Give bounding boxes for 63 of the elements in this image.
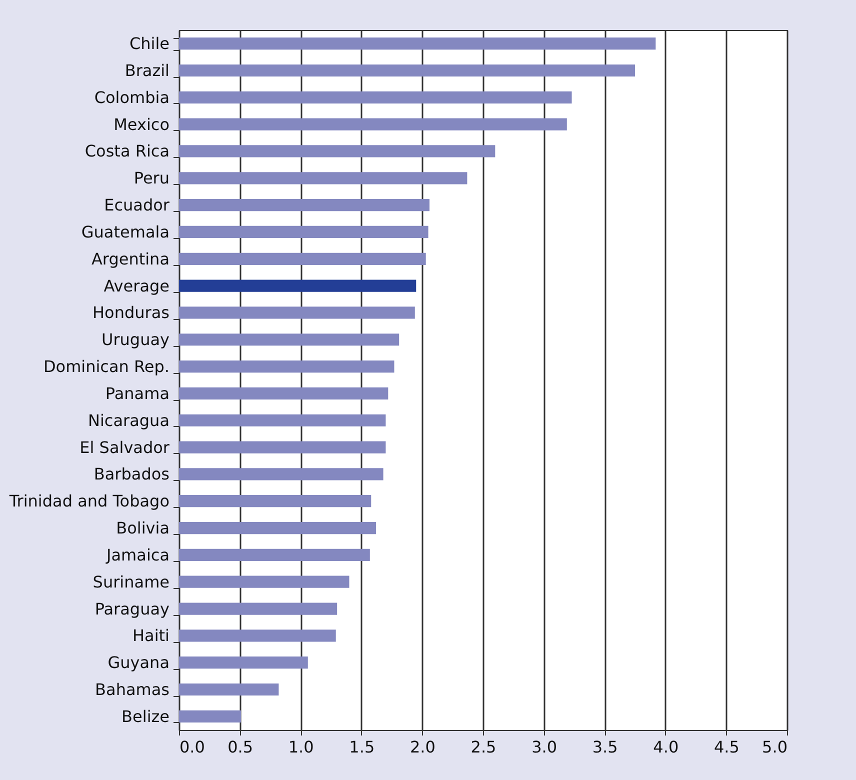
x-tick-label: 2.0 <box>410 738 436 756</box>
x-tick-label: 1.0 <box>288 738 314 756</box>
y-tick-label: Costa Rica <box>84 142 170 161</box>
bar <box>179 468 384 480</box>
bar <box>179 548 370 561</box>
y-tick-label: Suriname <box>92 572 170 592</box>
y-tick-label: Bolivia <box>116 518 170 538</box>
bar <box>179 280 416 292</box>
y-tick-label: Argentina <box>91 249 170 268</box>
bar <box>179 334 400 346</box>
y-tick-label: Brazil <box>124 61 170 80</box>
bar <box>179 252 426 265</box>
x-tick-label: 4.0 <box>653 738 679 756</box>
y-tick-label: Peru <box>134 168 170 188</box>
bar <box>179 387 388 400</box>
y-tick-label: Bahamas <box>95 680 170 699</box>
bar <box>179 630 336 642</box>
bar <box>179 91 572 104</box>
y-tick-label: Average <box>104 276 170 296</box>
bar <box>179 602 338 615</box>
x-tick-label: 0.0 <box>180 738 205 756</box>
bar <box>179 172 468 184</box>
y-tick-label: Haiti <box>132 626 170 646</box>
x-tick-label: 4.5 <box>714 738 740 756</box>
x-tick-label: 2.5 <box>470 738 496 756</box>
bar <box>179 360 394 373</box>
bar <box>179 199 430 212</box>
x-tick-label: 5.0 <box>762 738 788 756</box>
y-tick-label: Honduras <box>92 303 170 322</box>
y-tick-label: Uruguay <box>102 330 170 350</box>
bar <box>179 683 279 696</box>
bar <box>179 38 656 50</box>
y-tick-label: El Salvador <box>80 438 170 457</box>
x-tick-label: 0.5 <box>228 738 254 756</box>
y-tick-label: Belize <box>122 706 170 726</box>
x-tick-label: 3.5 <box>592 738 618 756</box>
bar <box>179 576 350 588</box>
y-tick-label: Panama <box>105 384 170 403</box>
bar <box>179 522 376 534</box>
y-tick-label: Paraguay <box>94 599 170 618</box>
x-tick-label: 1.5 <box>349 738 375 756</box>
y-tick-label: Trinidad and Tobago <box>8 492 170 511</box>
y-tick-label: Barbados <box>94 464 170 484</box>
y-tick-label: Ecuador <box>104 196 170 215</box>
bar <box>179 710 242 722</box>
y-tick-label: Guatemala <box>81 222 170 242</box>
bar <box>179 656 308 669</box>
y-tick-label: Chile <box>129 34 170 54</box>
bar <box>179 64 635 77</box>
y-tick-label: Colombia <box>94 88 170 107</box>
bar <box>179 306 415 319</box>
bar <box>179 414 386 426</box>
y-tick-label: Dominican Rep. <box>43 357 170 376</box>
bar <box>179 118 567 130</box>
y-tick-label: Jamaica <box>106 545 170 564</box>
x-tick-label: 3.0 <box>532 738 558 756</box>
bar <box>179 145 496 158</box>
y-tick-label: Guyana <box>108 653 170 672</box>
bar <box>179 495 372 508</box>
y-tick-label: Mexico <box>114 114 170 134</box>
y-tick-label: Nicaragua <box>88 410 170 430</box>
bar <box>179 226 428 238</box>
bar <box>179 441 386 454</box>
